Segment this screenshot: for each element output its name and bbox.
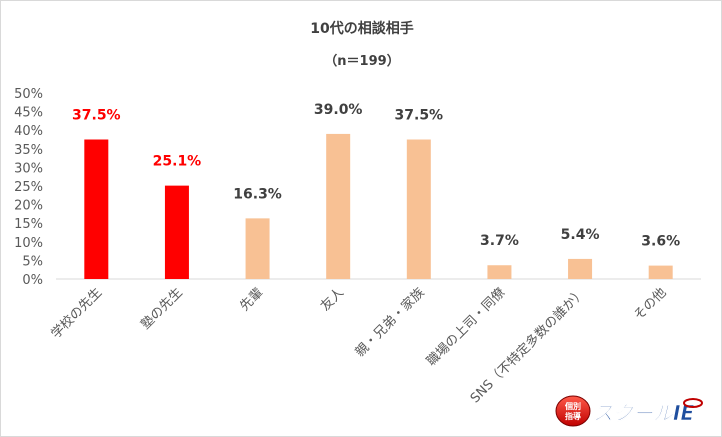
data-label: 39.0% bbox=[314, 102, 363, 118]
y-tick-label: 35% bbox=[14, 143, 43, 158]
data-label: 3.7% bbox=[480, 233, 519, 249]
bar bbox=[487, 265, 512, 279]
y-tick-label: 40% bbox=[14, 124, 43, 139]
y-tick-label: 15% bbox=[14, 217, 43, 232]
y-tick-label: 0% bbox=[22, 273, 43, 288]
svg-text:指導: 指導 bbox=[565, 411, 581, 421]
data-label: 37.5% bbox=[72, 108, 121, 124]
bar bbox=[245, 218, 270, 279]
svg-text:スクールIE: スクールIE bbox=[593, 401, 694, 425]
bar bbox=[648, 265, 673, 279]
data-label: 5.4% bbox=[561, 227, 600, 243]
category-label: 友人 bbox=[317, 285, 347, 315]
category-label: 塾の先生 bbox=[138, 285, 186, 333]
school-ie-logo-image: 個別 指導 スクールIE bbox=[555, 395, 703, 427]
y-tick-label: 5% bbox=[22, 254, 43, 269]
brand-logo: 個別 指導 スクールIE bbox=[553, 393, 713, 429]
y-tick-label: 30% bbox=[14, 161, 43, 176]
category-label: 先輩 bbox=[237, 285, 266, 314]
y-tick-label: 25% bbox=[14, 180, 43, 195]
y-tick-label: 20% bbox=[14, 199, 43, 214]
data-label: 25.1% bbox=[153, 154, 202, 170]
svg-text:個別: 個別 bbox=[564, 401, 581, 411]
y-tick-label: 45% bbox=[14, 106, 43, 121]
category-labels: 学校の先生 塾の先生 先輩 友人 親・兄弟・家族職場の上司・同僚SNS（不特定多数の誰か… bbox=[48, 285, 670, 407]
bars bbox=[84, 133, 673, 279]
category-label: 親・兄弟・家族 bbox=[352, 285, 428, 361]
data-label: 37.5% bbox=[395, 108, 444, 124]
bar bbox=[84, 139, 109, 279]
category-label: 学校の先生 bbox=[48, 285, 105, 342]
data-label: 16.3% bbox=[233, 186, 282, 202]
bar bbox=[164, 185, 189, 279]
y-tick-label: 50% bbox=[14, 87, 43, 102]
category-label: その他 bbox=[631, 285, 669, 323]
data-labels: 37.5% 25.1% 16.3% 39.0% 37.5% 3.7% 5.4% 3.6% bbox=[72, 102, 680, 250]
y-axis-ticks: 0% 5% 10% 15% 20% 25% 30% 35% 40% 45% 50% bbox=[14, 87, 43, 288]
chart-title: 10代の相談相手 bbox=[310, 20, 413, 37]
category-label: 職場の上司・同僚 bbox=[424, 285, 508, 369]
data-label: 3.6% bbox=[641, 234, 680, 250]
bar bbox=[406, 139, 431, 279]
chart-subtitle: （n＝199） bbox=[324, 53, 399, 69]
y-tick-label: 10% bbox=[14, 236, 43, 251]
bar bbox=[568, 258, 593, 279]
bar bbox=[326, 133, 351, 279]
